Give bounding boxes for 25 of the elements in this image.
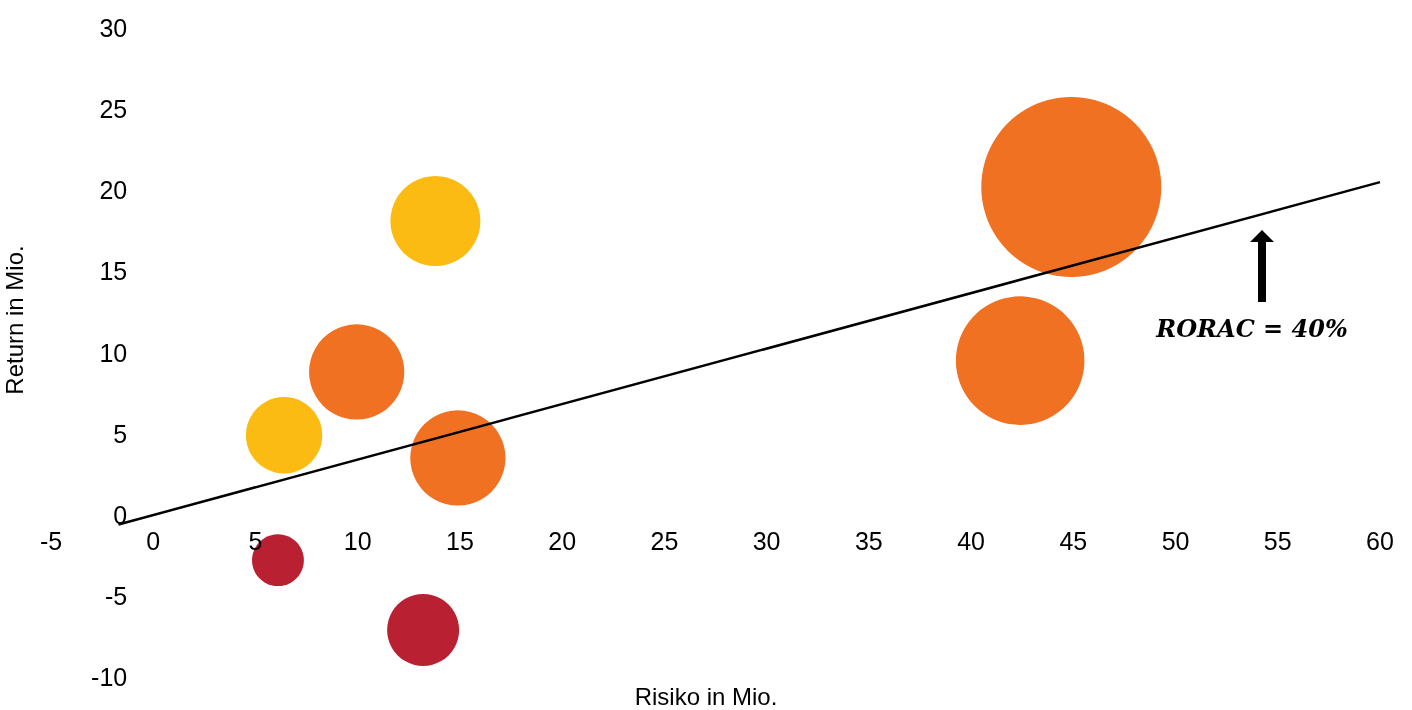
x-tick-label: 50 (1161, 527, 1190, 556)
x-tick-label: 25 (650, 527, 679, 556)
x-tick-label: 60 (1366, 527, 1394, 556)
y-axis-title: Return in Mio. (0, 245, 28, 395)
x-tick-label: 20 (548, 527, 577, 556)
x-tick-label: 40 (957, 527, 985, 556)
y-tick-label: -5 (105, 581, 128, 610)
x-tick-label: 35 (854, 527, 883, 556)
x-tick-label: 5 (248, 527, 263, 556)
x-tick-label: -5 (39, 527, 63, 556)
x-axis-title: Risiko in Mio. (634, 682, 778, 710)
y-tick-label: 20 (99, 176, 128, 205)
x-tick-label: 55 (1263, 527, 1292, 556)
x-tick-label: 0 (146, 527, 161, 556)
y-tick-label: 15 (99, 257, 128, 286)
annotation: RORAC = 40% (1156, 313, 1348, 343)
x-tick-label: 15 (446, 527, 474, 556)
y-tick-label: 10 (99, 338, 128, 367)
x-tick-label: 10 (343, 527, 372, 556)
y-tick-label: 30 (99, 14, 128, 42)
y-tick-label: -10 (91, 663, 128, 691)
x-tick-label: 45 (1059, 527, 1088, 556)
y-tick-label: 5 (113, 419, 128, 448)
y-tick-label: 25 (99, 95, 128, 124)
x-tick-label: 30 (752, 527, 781, 556)
